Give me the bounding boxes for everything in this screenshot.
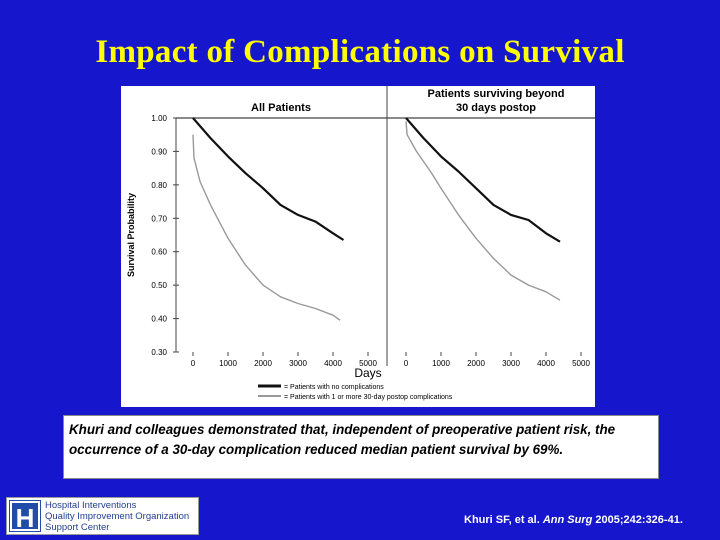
x-tick-label: 5000 bbox=[572, 359, 590, 368]
y-tick-label: 0.80 bbox=[151, 181, 167, 190]
y-tick-label: 0.40 bbox=[151, 315, 167, 324]
x-tick-label: 2000 bbox=[254, 359, 272, 368]
survival-line-complications bbox=[192, 134, 341, 321]
x-tick-label: 1000 bbox=[432, 359, 450, 368]
y-tick-label: 1.00 bbox=[151, 114, 167, 123]
x-axis-label: Days bbox=[354, 366, 381, 380]
citation-authors: Khuri SF, et al. bbox=[464, 514, 543, 526]
logo-text: Hospital Interventions Quality Improveme… bbox=[45, 500, 199, 533]
logo-line: Quality Improvement Organization bbox=[45, 511, 190, 522]
x-tick-label: 1000 bbox=[219, 359, 237, 368]
logo-line: Hospital Interventions bbox=[45, 500, 137, 511]
citation-journal: Ann Surg bbox=[542, 514, 593, 526]
legend-label-complications: = Patients with 1 or more 30-day postop … bbox=[284, 394, 453, 401]
citation-details: 2005;242:326-41. bbox=[592, 514, 683, 526]
x-tick-label: 4000 bbox=[537, 359, 555, 368]
hospital-logo: H Hospital Interventions Quality Improve… bbox=[6, 497, 199, 535]
x-tick-label: 2000 bbox=[467, 359, 485, 368]
y-tick-label: 0.70 bbox=[151, 214, 167, 223]
panel-title-right-line2: 30 days postop bbox=[456, 102, 536, 114]
slide-title: Impact of Complications on Survival bbox=[95, 34, 625, 70]
x-tick-label: 0 bbox=[404, 359, 409, 368]
x-tick-label: 5000 bbox=[359, 359, 377, 368]
x-tick-label: 3000 bbox=[502, 359, 520, 368]
survival-line-no-complications bbox=[192, 117, 345, 241]
survival-figure: All Patients Patients surviving beyond 30 … bbox=[121, 86, 595, 407]
x-tick-label: 0 bbox=[191, 359, 196, 368]
y-axis-label: Survival Probability bbox=[126, 193, 136, 277]
survival-chart-svg: All Patients Patients surviving beyond 30 … bbox=[126, 86, 595, 401]
x-tick-label: 4000 bbox=[324, 359, 342, 368]
legend-label-no-complications: = Patients with no complications bbox=[284, 384, 384, 391]
y-tick-label: 0.50 bbox=[151, 281, 167, 290]
survival-line-no-complications bbox=[405, 117, 561, 243]
hospital-h-icon: H bbox=[9, 500, 41, 533]
panel-title-left: All Patients bbox=[251, 102, 311, 114]
survival-line-complications bbox=[405, 121, 561, 301]
x-tick-label: 3000 bbox=[289, 359, 307, 368]
y-tick-label: 0.90 bbox=[151, 147, 167, 156]
caption-box: Khuri and colleagues demonstrated that, … bbox=[63, 415, 659, 479]
y-tick-label: 0.30 bbox=[151, 348, 167, 357]
panel-title-right-line1: Patients surviving beyond bbox=[428, 88, 565, 100]
y-tick-label: 0.60 bbox=[151, 248, 167, 257]
logo-line: Support Center bbox=[45, 522, 110, 533]
citation: Khuri SF, et al. Ann Surg 2005;242:326-4… bbox=[464, 514, 683, 526]
